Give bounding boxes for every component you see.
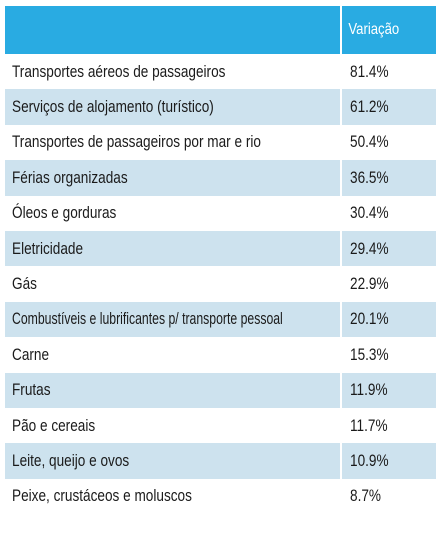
row-label-cell: Leite, queijo e ovos [5,443,341,478]
row-value: 81.4% [350,61,389,81]
row-value: 36.5% [350,167,389,187]
row-label: Peixe, crustáceos e moluscos [12,486,192,506]
row-label-cell: Eletricidade [5,231,341,266]
table-row: Gás 22.9% [5,266,436,302]
row-value-cell: 36.5% [340,160,436,196]
variation-table-container: Variação Transportes aéreos de passageir… [5,6,436,515]
row-value-cell: 11.9% [340,372,436,408]
row-label-cell: Combustíveis e lubrificantes p/ transpor… [5,302,341,337]
row-value: 50.4% [350,132,389,152]
table-header: Variação [5,6,436,54]
row-label-cell: Transportes de passageiros por mar e rio [5,125,341,160]
table-row: Serviços de alojamento (turístico) 61.2% [5,89,436,125]
row-value-cell: 11.7% [340,407,436,444]
variation-table: Variação Transportes aéreos de passageir… [5,6,436,515]
row-value-cell: 15.3% [340,337,436,373]
row-label-cell: Transportes aéreos de passageiros [5,54,341,89]
header-variation-column: Variação [340,6,419,54]
row-value-cell: 29.4% [340,230,436,267]
row-value-cell: 20.1% [340,301,436,338]
table-row: Transportes de passageiros por mar e rio… [5,124,436,161]
row-value-cell: 8.7% [340,478,436,515]
row-value-cell: 22.9% [340,266,436,302]
row-value: 11.9% [350,380,388,400]
header-label-column [5,6,281,54]
table-row: Pão e cereais 11.7% [5,407,436,444]
table-row: Transportes aéreos de passageiros 81.4% [5,54,436,90]
header-row: Variação [5,6,436,54]
row-label: Combustíveis e lubrificantes p/ transpor… [12,309,283,329]
table-row: Férias organizadas 36.5% [5,160,436,196]
row-label: Serviços de alojamento (turístico) [12,97,214,117]
row-value: 8.7% [350,486,381,506]
row-label: Eletricidade [12,238,84,258]
row-value: 61.2% [350,97,389,117]
row-value: 29.4% [350,238,389,258]
row-label: Pão e cereais [12,415,96,435]
table-body: Transportes aéreos de passageiros 81.4% Se… [5,54,436,515]
table-row: Combustíveis e lubrificantes p/ transpor… [5,301,436,338]
table-row: Leite, queijo e ovos 10.9% [5,443,436,479]
row-label-cell: Férias organizadas [5,160,341,195]
row-label: Férias organizadas [12,167,128,187]
row-label: Transportes aéreos de passageiros [12,61,226,81]
row-label: Leite, queijo e ovos [12,450,130,470]
row-label: Frutas [12,380,51,400]
row-value-cell: 30.4% [340,195,436,231]
row-label: Carne [12,344,50,364]
row-value-cell: 50.4% [340,124,436,161]
table-row: Frutas 11.9% [5,372,436,408]
row-value-cell: 61.2% [340,89,436,125]
row-value: 20.1% [350,309,389,329]
row-label: Gás [12,274,37,294]
row-label-cell: Peixe, crustáceos e moluscos [5,479,341,514]
row-label-cell: Gás [5,266,341,301]
row-label-cell: Pão e cereais [5,408,341,443]
table-row: Peixe, crustáceos e moluscos 8.7% [5,478,436,515]
table-row: Óleos e gorduras 30.4% [5,195,436,231]
row-label: Transportes de passageiros por mar e rio [12,132,261,152]
table-row: Carne 15.3% [5,337,436,373]
table-row: Eletricidade 29.4% [5,230,436,267]
row-value-cell: 81.4% [340,54,436,90]
row-value: 15.3% [350,344,389,364]
row-label-cell: Carne [5,337,341,372]
row-label-cell: Óleos e gorduras [5,196,341,231]
row-value: 10.9% [350,450,389,470]
row-value: 11.7% [350,415,388,435]
row-label-cell: Frutas [5,373,341,408]
row-label-cell: Serviços de alojamento (turístico) [5,89,341,124]
row-value-cell: 10.9% [340,443,436,479]
row-value: 22.9% [350,274,389,294]
row-label: Óleos e gorduras [12,203,117,223]
row-value: 30.4% [350,203,389,223]
